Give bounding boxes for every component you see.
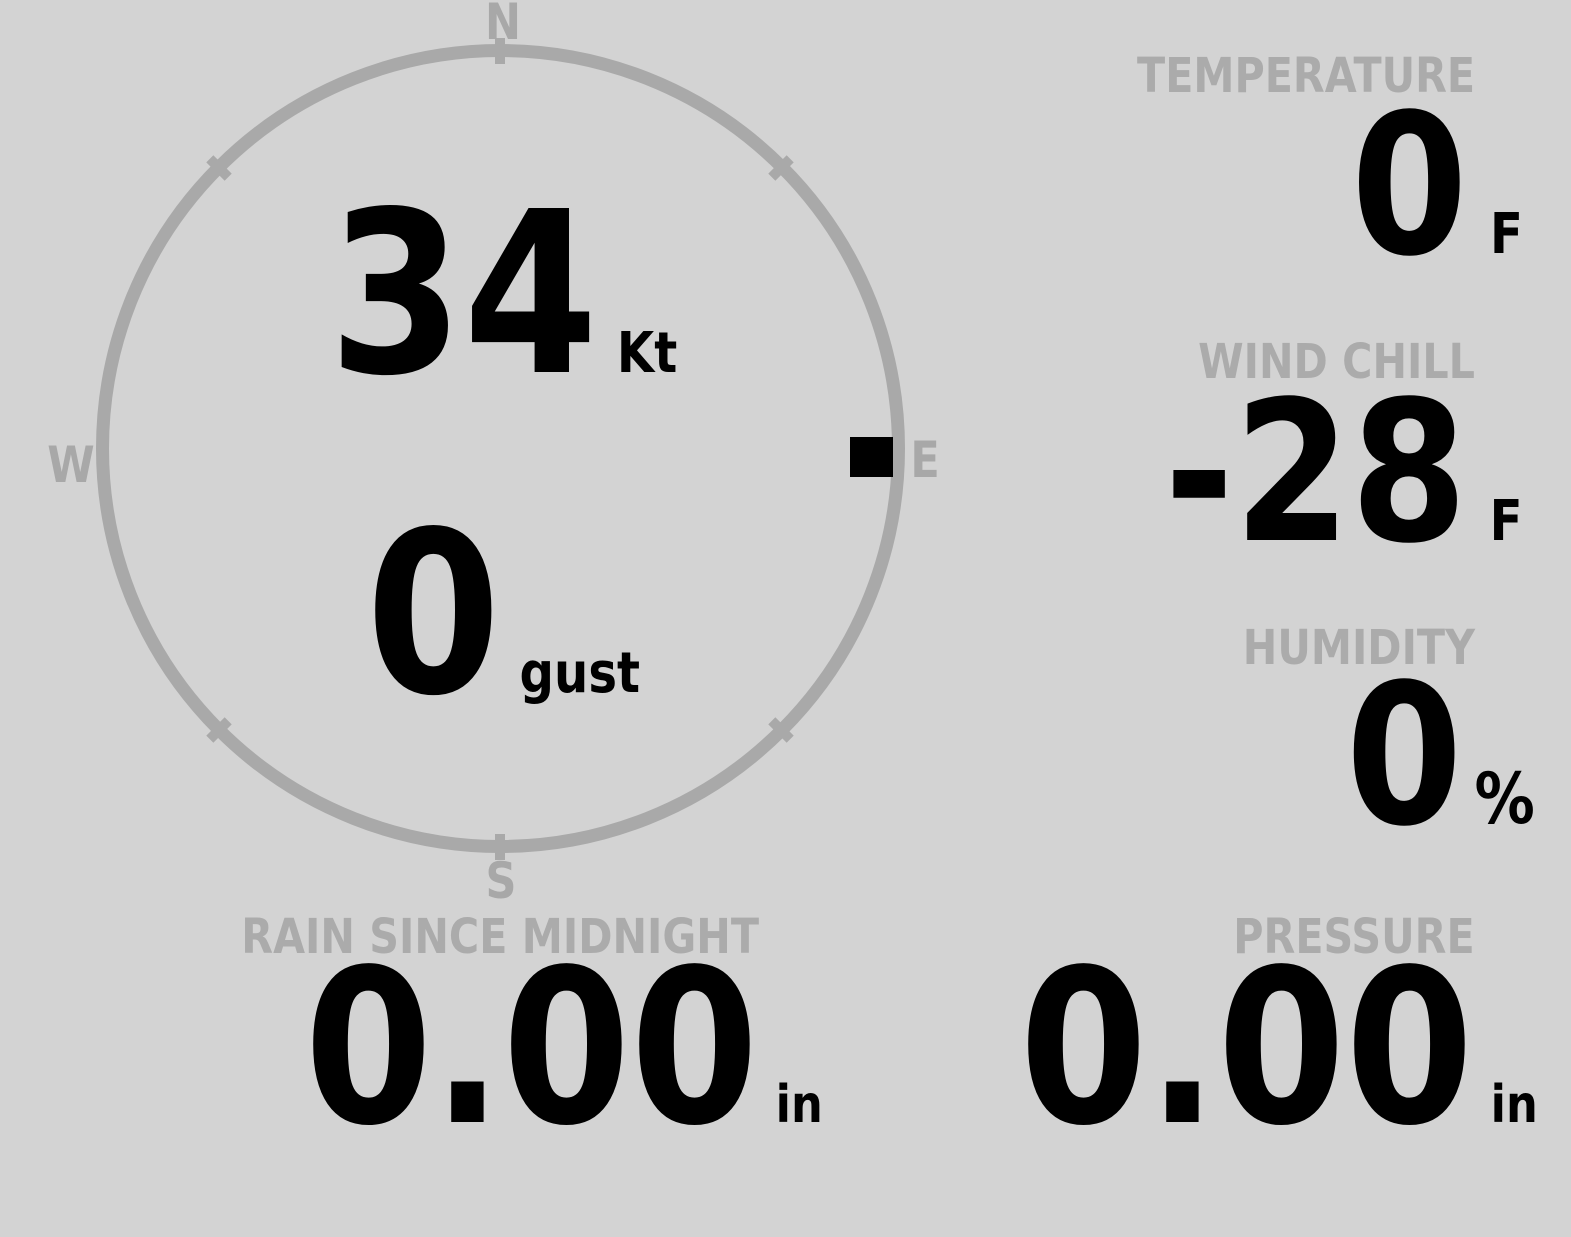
- wind-gust-unit: gust: [519, 641, 641, 706]
- rain-since-midnight-reading: 0.00 in: [305, 942, 823, 1156]
- pressure-value: 0.00: [1019, 924, 1474, 1173]
- wind-chill-unit: F: [1490, 489, 1523, 554]
- pressure-unit: in: [1490, 1075, 1538, 1135]
- pressure-label: PRESSURE: [1233, 909, 1475, 965]
- wind-speed-value: 34: [328, 164, 599, 426]
- temperature-label: TEMPERATURE: [1136, 48, 1475, 104]
- temperature-reading: 0 F: [1351, 88, 1523, 283]
- humidity-value: 0: [1345, 642, 1463, 869]
- rain-since-midnight-unit: in: [775, 1075, 823, 1135]
- temperature-value: 0: [1351, 72, 1468, 299]
- compass-tick-south: [495, 834, 505, 860]
- wind-direction-marker: [850, 437, 893, 477]
- humidity-unit: %: [1474, 758, 1535, 840]
- wind-chill-value: -28: [1164, 359, 1468, 586]
- compass-label-north: N: [485, 0, 521, 51]
- compass-label-south: S: [485, 852, 517, 910]
- rain-since-midnight-label: RAIN SINCE MIDNIGHT: [241, 909, 759, 965]
- compass-label-west: W: [47, 436, 95, 494]
- rain-since-midnight-value: 0.00: [304, 924, 759, 1173]
- wind-speed: 34 Kt: [329, 183, 678, 408]
- humidity-label: HUMIDITY: [1242, 620, 1475, 676]
- wind-speed-unit: Kt: [616, 321, 678, 386]
- wind-gust-value: 0: [365, 484, 501, 746]
- compass-tick-north: [495, 38, 505, 64]
- pressure-reading: 0.00 in: [1020, 942, 1538, 1156]
- compass-label-east: E: [910, 431, 940, 489]
- wind-gust: 0 gust: [366, 503, 640, 728]
- temperature-unit: F: [1490, 202, 1523, 267]
- wind-chill-reading: -28 F: [1165, 375, 1523, 570]
- wind-chill-label: WIND CHILL: [1198, 334, 1475, 390]
- humidity-reading: 0 %: [1346, 658, 1535, 853]
